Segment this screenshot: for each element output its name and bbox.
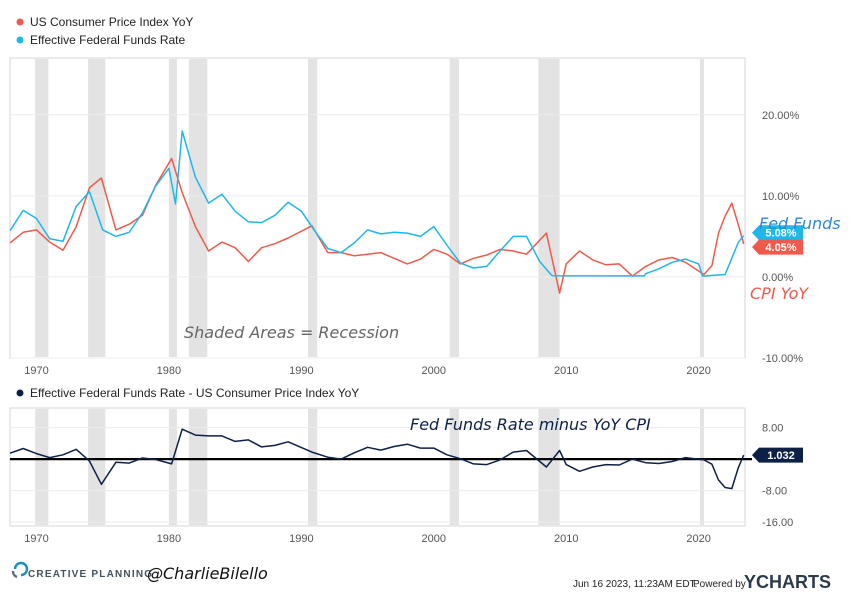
x-tick-label: 2000 (422, 533, 446, 545)
top-y-tick-labels: 20.00% 10.00% 0.00% -10.00% (762, 110, 803, 365)
series-line-spread (9, 428, 745, 490)
recession-band (168, 59, 177, 357)
footer: CREATIVE PLANNING @CharlieBilello Jun 16… (11, 561, 831, 592)
bottom-x-tick-labels: 1970 1980 1990 2000 2010 2020 (24, 533, 711, 545)
annotation-fed-funds: Fed Funds (759, 214, 841, 233)
series-line-fed (9, 130, 745, 277)
x-tick-label: 1980 (157, 533, 181, 545)
recession-band (35, 409, 49, 525)
y-tick-label: 10.00% (762, 191, 800, 203)
end-label-fed: 5.08% (765, 228, 796, 240)
top-recession-bands (35, 59, 704, 357)
series-line-cpi (9, 157, 745, 294)
recession-band (188, 409, 208, 525)
recession-band (538, 59, 560, 357)
y-tick-label: -16.00 (762, 517, 793, 529)
top-panel: 20.00% 10.00% 0.00% -10.00% 1970 1980 1990 200… (9, 57, 841, 377)
x-tick-label: 2020 (686, 533, 710, 545)
bottom-series-lines (9, 428, 745, 490)
top-gridlines (10, 114, 745, 359)
recession-band (538, 409, 560, 525)
top-end-labels: 5.08% 4.05% (752, 225, 803, 255)
end-label-cpi: 4.05% (765, 242, 796, 254)
y-tick-label: -8.00 (762, 486, 787, 498)
y-tick-label: 20.00% (762, 110, 800, 122)
annotation-cpi-yoy: CPI YoY (750, 284, 809, 303)
legend-cpi-dot (16, 18, 24, 26)
top-series-lines (9, 130, 745, 294)
end-label-fed-tag (752, 225, 803, 241)
legend-spread-label: Effective Federal Funds Rate - US Consum… (30, 386, 359, 400)
recession-band (307, 59, 318, 357)
powered-by-label: Powered by (693, 579, 746, 590)
annotation-spread-title: Fed Funds Rate minus YoY CPI (410, 415, 651, 434)
bottom-recession-bands (35, 409, 704, 525)
x-tick-label: 2010 (554, 365, 578, 377)
recession-band (35, 59, 49, 357)
recession-band (188, 59, 208, 357)
timestamp: Jun 16 2023, 11:23AM EDT. (573, 579, 697, 590)
end-label-spread: 1.032 (767, 450, 795, 462)
end-label-spread-tag (752, 447, 803, 463)
x-tick-label: 1970 (24, 533, 48, 545)
x-tick-label: 1970 (24, 365, 48, 377)
bottom-plot-frame (9, 407, 746, 527)
annotation-recession-note: Shaded Areas = Recession (184, 323, 399, 342)
legend-fed-dot (16, 36, 24, 44)
brand-name: CREATIVE PLANNING (28, 569, 153, 580)
recession-band (699, 409, 704, 525)
x-tick-label: 1990 (289, 365, 313, 377)
legend-fed-label: Effective Federal Funds Rate (30, 33, 186, 47)
x-tick-label: 2000 (422, 365, 446, 377)
creative-planning-logo-icon (11, 561, 29, 579)
x-tick-label: 1990 (289, 533, 313, 545)
legend-top: US Consumer Price Index YoY Effective Fe… (16, 15, 193, 47)
end-label-cpi-tag (752, 239, 803, 255)
x-tick-label: 2020 (686, 365, 710, 377)
x-tick-label: 1980 (157, 365, 181, 377)
legend-bottom: Effective Federal Funds Rate - US Consum… (16, 386, 359, 400)
legend-spread-dot (16, 389, 24, 397)
bottom-end-labels: 1.032 (752, 447, 803, 463)
recession-band (449, 409, 459, 525)
author-handle: @CharlieBilello (147, 564, 268, 583)
top-x-tick-labels: 1970 1980 1990 2000 2010 2020 (24, 365, 711, 377)
top-plot-frame (9, 57, 746, 359)
bottom-y-tick-labels: 8.00 -8.00 -16.00 (762, 423, 793, 529)
y-tick-label: 8.00 (762, 423, 783, 435)
recession-band (88, 409, 106, 525)
recession-band (307, 409, 318, 525)
x-tick-label: 2010 (554, 533, 578, 545)
recession-band (168, 409, 177, 525)
legend-cpi-label: US Consumer Price Index YoY (30, 15, 193, 29)
bottom-gridlines (10, 427, 745, 523)
y-tick-label: 0.00% (762, 272, 793, 284)
ycharts-logo: YCHARTS (744, 572, 831, 592)
y-tick-label: -10.00% (762, 353, 803, 365)
recession-band (88, 59, 106, 357)
recession-band (449, 59, 459, 357)
recession-band (699, 59, 704, 357)
bottom-panel: 8.00 -8.00 -16.00 1970 1980 1990 2000 2010 2020… (9, 407, 803, 545)
